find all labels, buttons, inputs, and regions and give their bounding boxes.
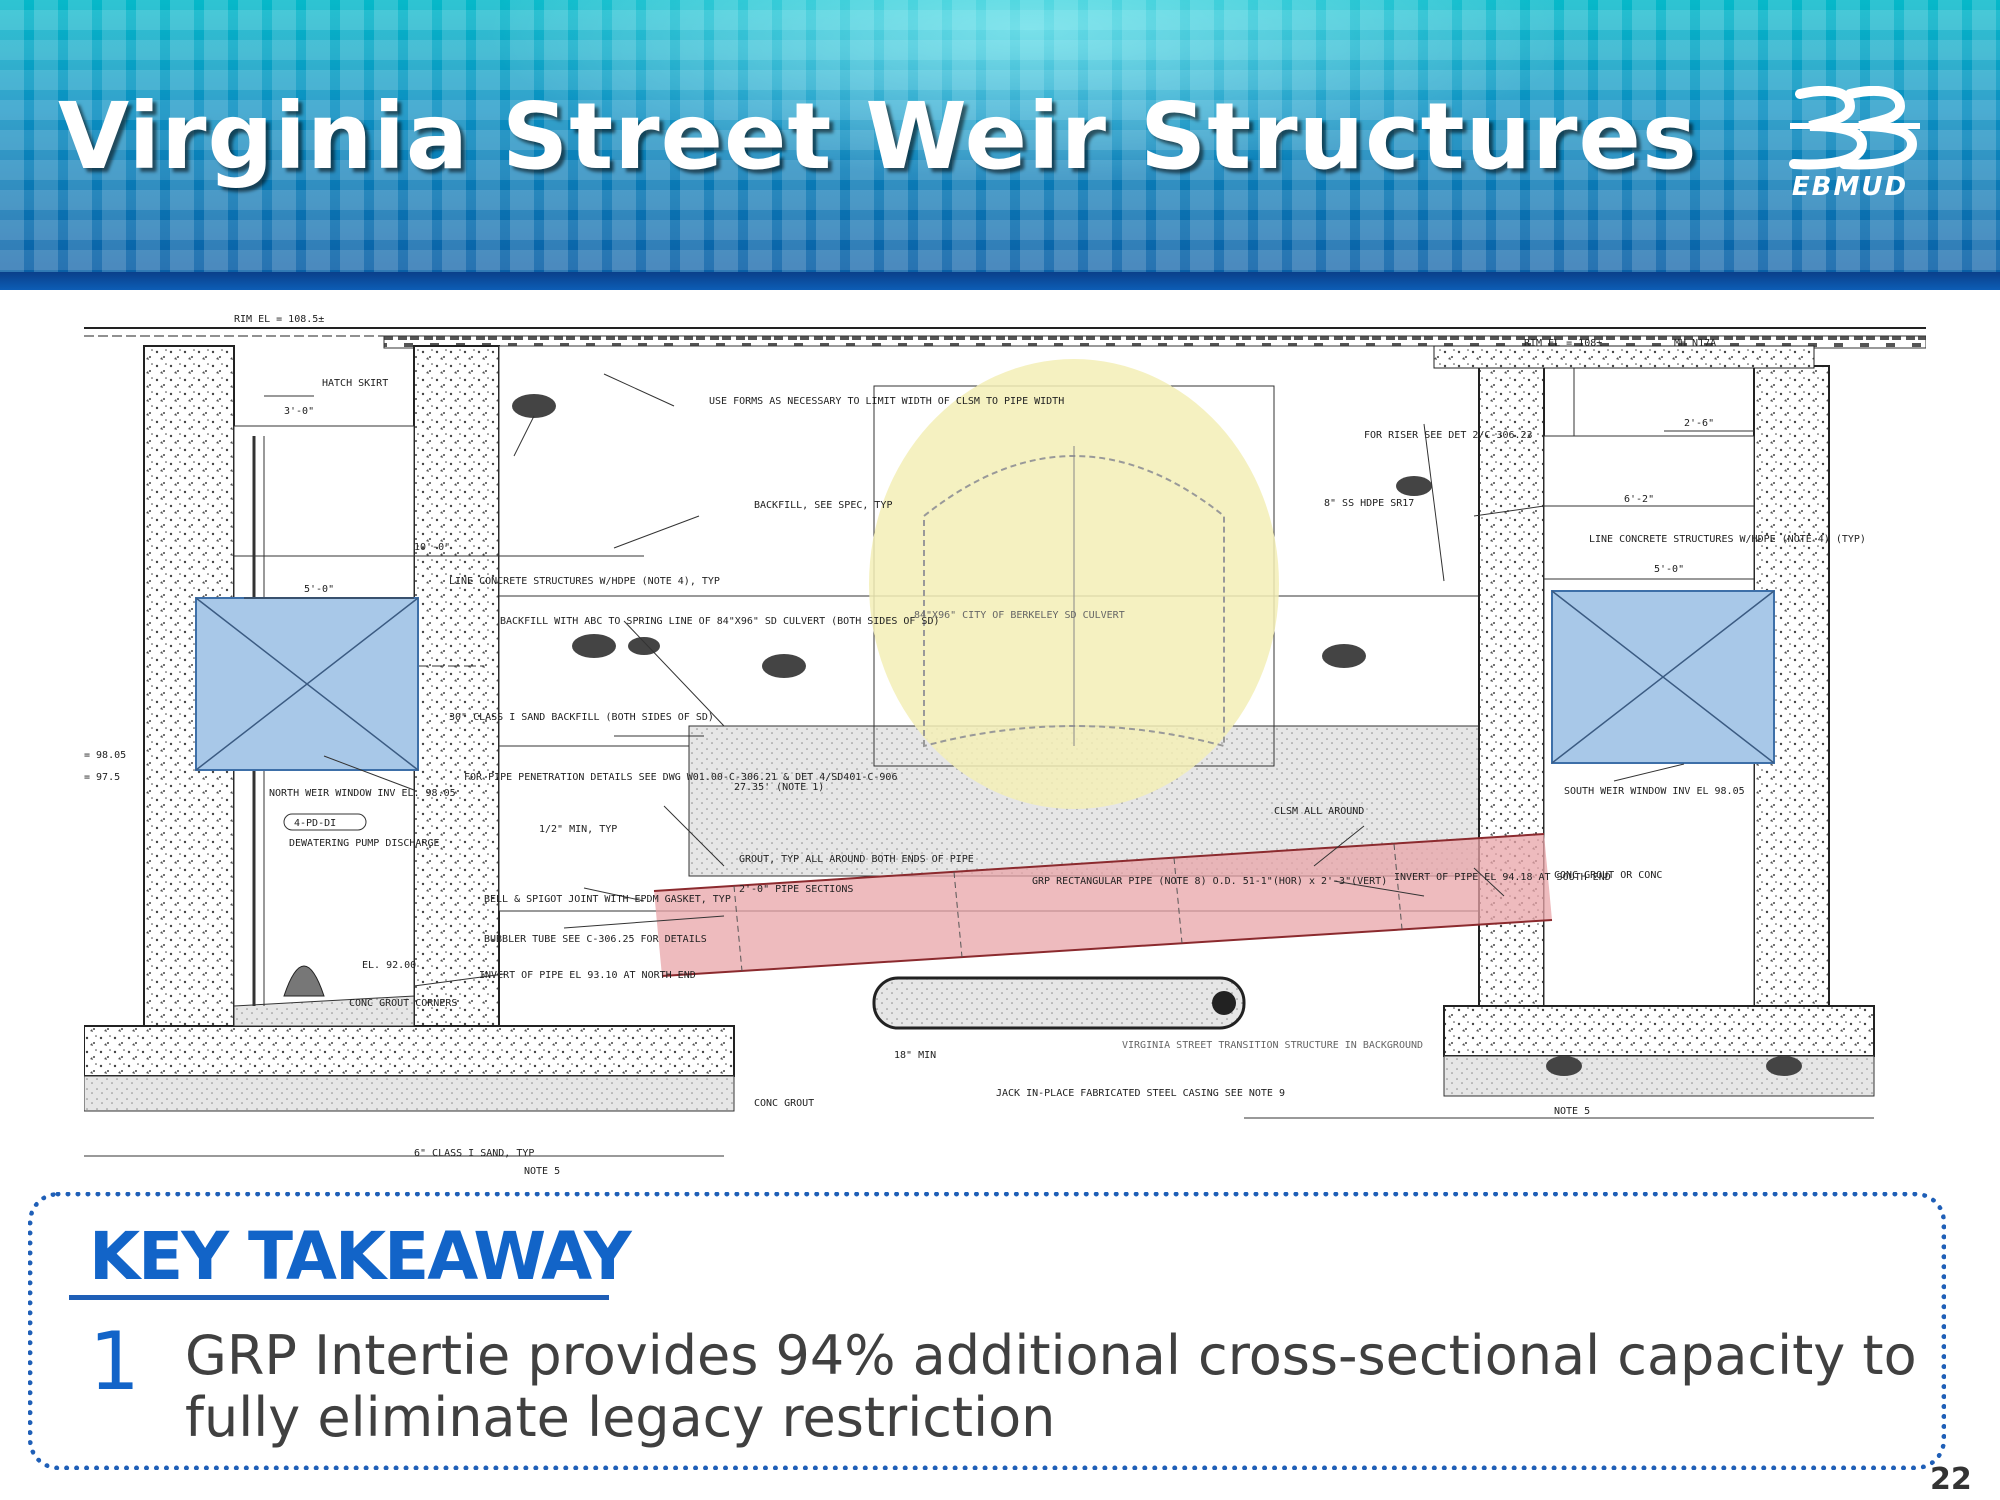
label-note5-left: NOTE 5	[524, 1166, 560, 1177]
pd-tag-box	[283, 813, 367, 831]
label-grp-pipe: GRP RECTANGULAR PIPE (NOTE 8) O.D. 51-1"…	[1032, 876, 1387, 887]
label-clsm: CLSM ALL AROUND	[1274, 806, 1364, 817]
dimension-lines	[84, 395, 1874, 1157]
header-rule	[0, 272, 2000, 290]
label-line-concrete-left: LINE CONCRETE STRUCTURES W/HDPE (NOTE 4)…	[449, 576, 720, 587]
label-el-97: = 97.5	[84, 772, 120, 783]
label-south-weir: SOUTH WEIR WINDOW INV EL 98.05	[1564, 786, 1745, 797]
label-el-92: EL. 92.00	[362, 960, 416, 971]
ebmud-logo-icon	[1789, 85, 1920, 170]
label-dewatering: DEWATERING PUMP DISCHARGE	[289, 838, 440, 849]
label-jack: JACK IN-PLACE FABRICATED STEEL CASING SE…	[996, 1088, 1285, 1099]
label-dim-5-0-right: 5'-0"	[1654, 564, 1684, 575]
header-highlight	[480, 0, 1580, 180]
label-pd-tag: 4-PD-DI	[294, 818, 336, 829]
weir-cross-section: RIM EL = 108.5± HATCH SKIRT 3'-0" 10'-0"…	[84, 314, 1926, 1177]
key-takeaway-underline	[69, 1295, 609, 1300]
road-base-hatch	[383, 335, 1926, 349]
logo-text: EBMUD	[1791, 172, 1909, 202]
grp-pipe-highlight	[654, 834, 1552, 976]
label-dim-10-0: 10'-0"	[414, 542, 450, 553]
label-north-weir: NORTH WEIR WINDOW INV EL. 98.05	[269, 788, 456, 799]
label-ss-hdpe: 8" SS HDPE SR17	[1324, 498, 1414, 509]
label-mh: MH N17A	[1674, 338, 1716, 349]
label-culvert: 84"X96" CITY OF BERKELEY SD CULVERT	[914, 610, 1125, 621]
label-invert-north: INVERT OF PIPE EL 93.10 AT NORTH END	[479, 970, 696, 981]
engineering-drawing: RIM EL = 108.5± HATCH SKIRT 3'-0" 10'-0"…	[84, 306, 1926, 1186]
label-el-98: = 98.05	[84, 750, 126, 761]
label-grout-typ: GROUT, TYP ALL AROUND BOTH ENDS OF PIPE	[739, 854, 974, 865]
label-pipe-penetration: FOR PIPE PENETRATION DETAILS SEE DWG W01…	[464, 772, 897, 783]
label-use-forms: USE FORMS AS NECESSARY TO LIMIT WIDTH OF…	[709, 396, 1064, 407]
label-backfill-abc: BACKFILL WITH ABC TO SPRING LINE OF 84"X…	[500, 616, 940, 627]
label-half-min: 1/2" MIN, TYP	[539, 824, 617, 835]
label-note5-right: NOTE 5	[1554, 1106, 1590, 1117]
label-conc-grout-right: CONC GROUT OR CONC	[1554, 870, 1662, 881]
label-min-18: 18" MIN	[894, 1050, 936, 1061]
label-rim-left: RIM EL = 108.5±	[234, 314, 324, 325]
label-dim-5-0-left: 5'-0"	[304, 584, 334, 595]
label-riser: FOR RISER SEE DET 2/C-306.23	[1364, 430, 1533, 441]
ebmud-logo: EBMUD	[1770, 85, 1950, 206]
label-backfill-spec: BACKFILL, SEE SPEC, TYP	[754, 500, 892, 511]
key-takeaway-box: KEY TAKEAWAY 1 GRP Intertie provides 94%…	[28, 1192, 1946, 1470]
label-invert-south: INVERT OF PIPE EL 94.18 AT SOUTH END	[1394, 872, 1611, 883]
label-class-sand: 6" CLASS I SAND, TYP	[414, 1148, 534, 1159]
label-conc-grout-corners: CONC GROUT CORNERS	[349, 998, 457, 1009]
takeaway-text: GRP Intertie provides 94% additional cro…	[185, 1324, 1917, 1449]
label-dim-6-2: 6'-2"	[1624, 494, 1654, 505]
label-conc-grout: CONC GROUT	[754, 1098, 814, 1109]
takeaway-number: 1	[89, 1315, 140, 1408]
slide-title: Virginia Street Weir Structures	[58, 83, 1698, 190]
label-dim-3-0: 3'-0"	[284, 406, 314, 417]
steel-casing	[872, 976, 1246, 1030]
label-transition: VIRGINIA STREET TRANSITION STRUCTURE IN …	[1122, 1040, 1423, 1051]
label-hatch-skirt: HATCH SKIRT	[322, 378, 388, 389]
label-dim-2-6: 2'-6"	[1684, 418, 1714, 429]
leader-lines	[323, 373, 1685, 987]
slide-header: Virginia Street Weir Structures EBMUD	[0, 0, 2000, 272]
label-sections: 2'-0" PIPE SECTIONS	[739, 884, 853, 895]
label-bell-spigot: BELL & SPIGOT JOINT WITH EPDM GASKET, TY…	[484, 894, 731, 905]
label-rim-right: RIM EL = 108±	[1524, 338, 1602, 349]
label-sand-backfill: 30" CLASS I SAND BACKFILL (BOTH SIDES OF…	[449, 712, 714, 723]
key-takeaway-title: KEY TAKEAWAY	[89, 1218, 632, 1295]
label-dim-27: 27.35' (NOTE 1)	[734, 782, 824, 793]
label-bubbler: BUBBLER TUBE SEE C-306.25 FOR DETAILS	[484, 934, 707, 945]
label-line-concrete-right: LINE CONCRETE STRUCTURES W/HDPE (NOTE 4)…	[1589, 534, 1866, 545]
page-number: 22	[1930, 1462, 1972, 1497]
